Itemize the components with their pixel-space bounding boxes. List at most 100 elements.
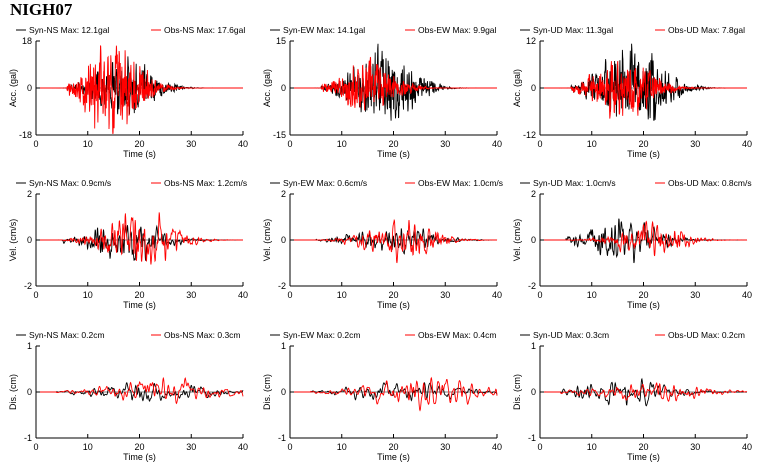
x-tick-label: 40: [742, 442, 752, 452]
x-tick-label: 10: [83, 442, 93, 452]
x-axis-label: Time (s): [123, 300, 156, 310]
series-obs-line: [36, 376, 244, 405]
x-tick-label: 10: [337, 290, 347, 300]
y-tick-label: 0: [27, 387, 32, 397]
series-obs-line: [290, 218, 497, 264]
x-tick-label: 40: [238, 442, 248, 452]
y-axis-label: Vel. (cm/s): [512, 219, 522, 262]
y-tick-label: 1: [27, 341, 32, 351]
x-tick-label: 0: [33, 290, 38, 300]
x-tick-label: 10: [587, 442, 597, 452]
x-tick-label: 30: [440, 290, 450, 300]
x-tick-label: 0: [537, 442, 542, 452]
y-tick-label: -12: [523, 130, 536, 140]
series-obs-line: [290, 376, 498, 412]
series-obs-line: [540, 220, 748, 257]
legend-label-obs: Obs-EW Max: 1.0cm/s: [418, 178, 503, 188]
y-axis-label: Dis. (cm): [8, 374, 18, 410]
chart-panel-vel-ud: Syn-UD Max: 1.0cm/s Obs-UD Max: 0.8cm/s20…: [512, 178, 752, 310]
y-axis-label: Dis. (cm): [512, 374, 522, 410]
chart-panel-acc-ud: Syn-UD Max: 11.3gal Obs-UD Max: 7.8gal 12 0…: [512, 25, 752, 159]
y-tick-label: 15: [276, 36, 286, 46]
y-tick-label: -2: [278, 281, 286, 291]
y-axis-label: Vel. (cm/s): [8, 219, 18, 262]
y-tick-label: 18: [22, 36, 32, 46]
x-axis-label: Time (s): [377, 300, 410, 310]
x-axis-label: Time (s): [627, 300, 660, 310]
series-obs-line: [290, 56, 497, 111]
x-tick-label: 20: [638, 290, 648, 300]
x-tick-label: 40: [238, 139, 248, 149]
x-tick-label: 30: [186, 290, 196, 300]
x-tick-label: 30: [186, 139, 196, 149]
series-obs-line: [540, 382, 748, 402]
y-tick-label: 0: [281, 235, 286, 245]
x-tick-label: 40: [742, 139, 752, 149]
legend-label-obs: Obs-EW Max: 0.4cm: [418, 330, 496, 340]
series-obs-line: [36, 45, 243, 135]
x-axis-label: Time (s): [123, 452, 156, 462]
x-tick-label: 40: [492, 442, 502, 452]
x-tick-label: 20: [134, 442, 144, 452]
legend-label-syn: Syn-EW Max: 0.2cm: [283, 330, 360, 340]
legend-label-syn: Syn-EW Max: 14.1gal: [283, 25, 365, 35]
x-tick-label: 40: [742, 290, 752, 300]
y-tick-label: 2: [531, 189, 536, 199]
y-axis-label: Acc. (gal): [262, 69, 272, 107]
series-obs-line: [36, 212, 243, 265]
x-tick-label: 0: [287, 290, 292, 300]
legend-label-syn: Syn-UD Max: 11.3gal: [533, 25, 613, 35]
y-axis-label: Dis. (cm): [262, 374, 272, 410]
x-tick-label: 0: [287, 442, 292, 452]
x-tick-label: 20: [638, 442, 648, 452]
y-tick-label: -1: [528, 433, 536, 443]
y-tick-label: 0: [27, 83, 32, 93]
x-tick-label: 0: [537, 139, 542, 149]
y-tick-label: 2: [281, 189, 286, 199]
x-tick-label: 10: [83, 290, 93, 300]
x-tick-label: 20: [388, 442, 398, 452]
x-tick-label: 20: [638, 139, 648, 149]
y-axis-label: Acc. (gal): [512, 69, 522, 107]
y-tick-label: 0: [531, 235, 536, 245]
y-tick-label: 2: [27, 189, 32, 199]
y-tick-label: 0: [531, 83, 536, 93]
y-tick-label: -1: [24, 433, 32, 443]
x-tick-label: 20: [134, 139, 144, 149]
page-title: NIGH07: [10, 0, 73, 19]
y-tick-label: -2: [24, 281, 32, 291]
y-tick-label: 12: [526, 36, 536, 46]
x-axis-label: Time (s): [627, 452, 660, 462]
legend-label-obs: Obs-UD Max: 0.2cm: [668, 330, 745, 340]
x-axis-label: Time (s): [123, 149, 156, 159]
y-axis-label: Vel. (cm/s): [262, 219, 272, 262]
y-tick-label: -1: [278, 433, 286, 443]
x-tick-label: 40: [492, 139, 502, 149]
legend-label-syn: Syn-EW Max: 0.6cm/s: [283, 178, 367, 188]
x-tick-label: 10: [83, 139, 93, 149]
x-tick-label: 20: [134, 290, 144, 300]
x-axis-label: Time (s): [627, 149, 660, 159]
legend-label-syn: Syn-UD Max: 1.0cm/s: [533, 178, 616, 188]
x-tick-label: 10: [587, 139, 597, 149]
x-tick-label: 30: [690, 290, 700, 300]
series-obs-line: [540, 60, 747, 119]
x-tick-label: 30: [186, 442, 196, 452]
x-tick-label: 30: [440, 139, 450, 149]
x-tick-label: 10: [337, 442, 347, 452]
x-tick-label: 40: [238, 290, 248, 300]
chart-panel-vel-ew: Syn-EW Max: 0.6cm/s Obs-EW Max: 1.0cm/s 2 0…: [262, 178, 503, 310]
y-tick-label: 0: [281, 387, 286, 397]
x-tick-label: 0: [33, 442, 38, 452]
x-tick-label: 20: [388, 139, 398, 149]
legend-label-obs: Obs-UD Max: 7.8gal: [668, 25, 745, 35]
x-tick-label: 30: [690, 442, 700, 452]
legend-label-syn: Syn-NS Max: 0.2cm: [29, 330, 105, 340]
x-tick-label: 0: [287, 139, 292, 149]
y-axis-label: Acc. (gal): [8, 69, 18, 107]
x-axis-label: Time (s): [377, 149, 410, 159]
